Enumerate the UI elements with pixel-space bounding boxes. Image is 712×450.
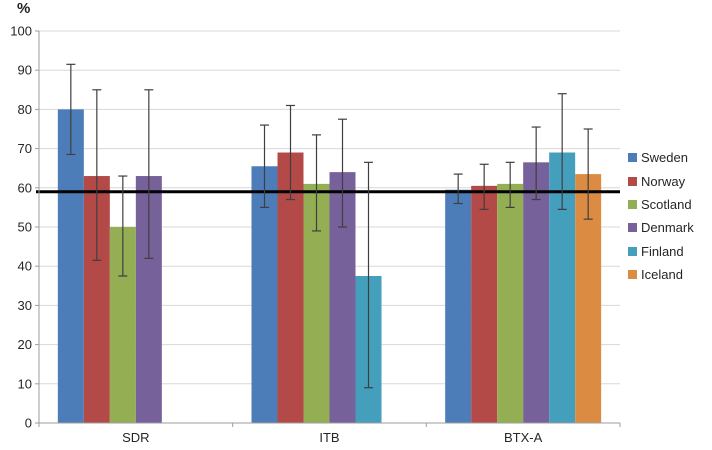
bar-sweden-itb — [251, 166, 278, 424]
error-bar-scotland-btx-a — [505, 161, 515, 208]
y-tick-label-0: 0 — [25, 416, 32, 431]
y-tick-label-70: 70 — [18, 141, 32, 156]
bar-denmark-btx-a — [523, 162, 550, 423]
legend: Sweden Norway Scotland Denmark Finland I… — [628, 146, 694, 286]
legend-item-sweden: Sweden — [628, 146, 694, 169]
x-category-label-itb: ITB — [319, 430, 339, 445]
y-tick-label-60: 60 — [18, 180, 32, 195]
bar-sweden-sdr — [57, 109, 84, 424]
legend-item-norway: Norway — [628, 169, 694, 192]
legend-swatch-finland — [628, 246, 637, 256]
error-bar-denmark-sdr — [144, 89, 154, 259]
error-bar-norway-itb — [286, 104, 295, 201]
y-tick-label-20: 20 — [18, 337, 32, 352]
error-bar-norway-btx-a — [479, 163, 489, 210]
legend-swatch-norway — [628, 176, 637, 186]
legend-swatch-iceland — [628, 270, 637, 280]
x-category-label-btx-a: BTX-A — [504, 430, 543, 445]
error-bar-scotland-sdr — [118, 175, 128, 277]
legend-label-denmark: Denmark — [641, 220, 694, 236]
y-tick-label-50: 50 — [18, 220, 32, 235]
legend-label-iceland: Iceland — [641, 267, 683, 283]
legend-swatch-sweden — [628, 153, 637, 163]
legend-label-finland: Finland — [641, 243, 684, 259]
error-bar-sweden-sdr — [66, 63, 76, 156]
legend-label-scotland: Scotland — [641, 196, 692, 212]
error-bar-iceland-btx-a — [583, 128, 593, 220]
error-bar-finland-itb — [364, 161, 373, 389]
y-tick-label-30: 30 — [18, 298, 32, 313]
x-category-label-sdr: SDR — [122, 430, 149, 445]
legend-item-iceland: Iceland — [628, 263, 694, 286]
error-bar-denmark-itb — [338, 118, 347, 228]
y-tick-label-80: 80 — [18, 102, 32, 117]
legend-label-sweden: Sweden — [641, 150, 688, 166]
error-bar-sweden-btx-a — [453, 173, 463, 205]
error-bar-scotland-itb — [312, 134, 321, 232]
legend-item-denmark: Denmark — [628, 216, 694, 239]
legend-item-finland: Finland — [628, 240, 694, 263]
legend-item-scotland: Scotland — [628, 193, 694, 216]
error-bar-denmark-btx-a — [531, 126, 541, 201]
error-bar-norway-sdr — [92, 89, 102, 261]
y-axis-title: % — [17, 0, 31, 17]
error-bar-sweden-itb — [260, 124, 269, 208]
y-tick-label-100: 100 — [10, 24, 32, 39]
legend-label-norway: Norway — [641, 173, 686, 189]
legend-swatch-denmark — [628, 223, 637, 233]
y-tick-label-40: 40 — [18, 259, 32, 274]
bar-norway-btx-a — [471, 185, 498, 423]
bar-scotland-btx-a — [497, 183, 524, 423]
y-tick-label-90: 90 — [18, 63, 32, 78]
error-bar-finland-btx-a — [557, 93, 567, 210]
legend-swatch-scotland — [628, 199, 637, 209]
y-tick-label-10: 10 — [18, 376, 32, 391]
bar-sweden-btx-a — [445, 189, 472, 423]
